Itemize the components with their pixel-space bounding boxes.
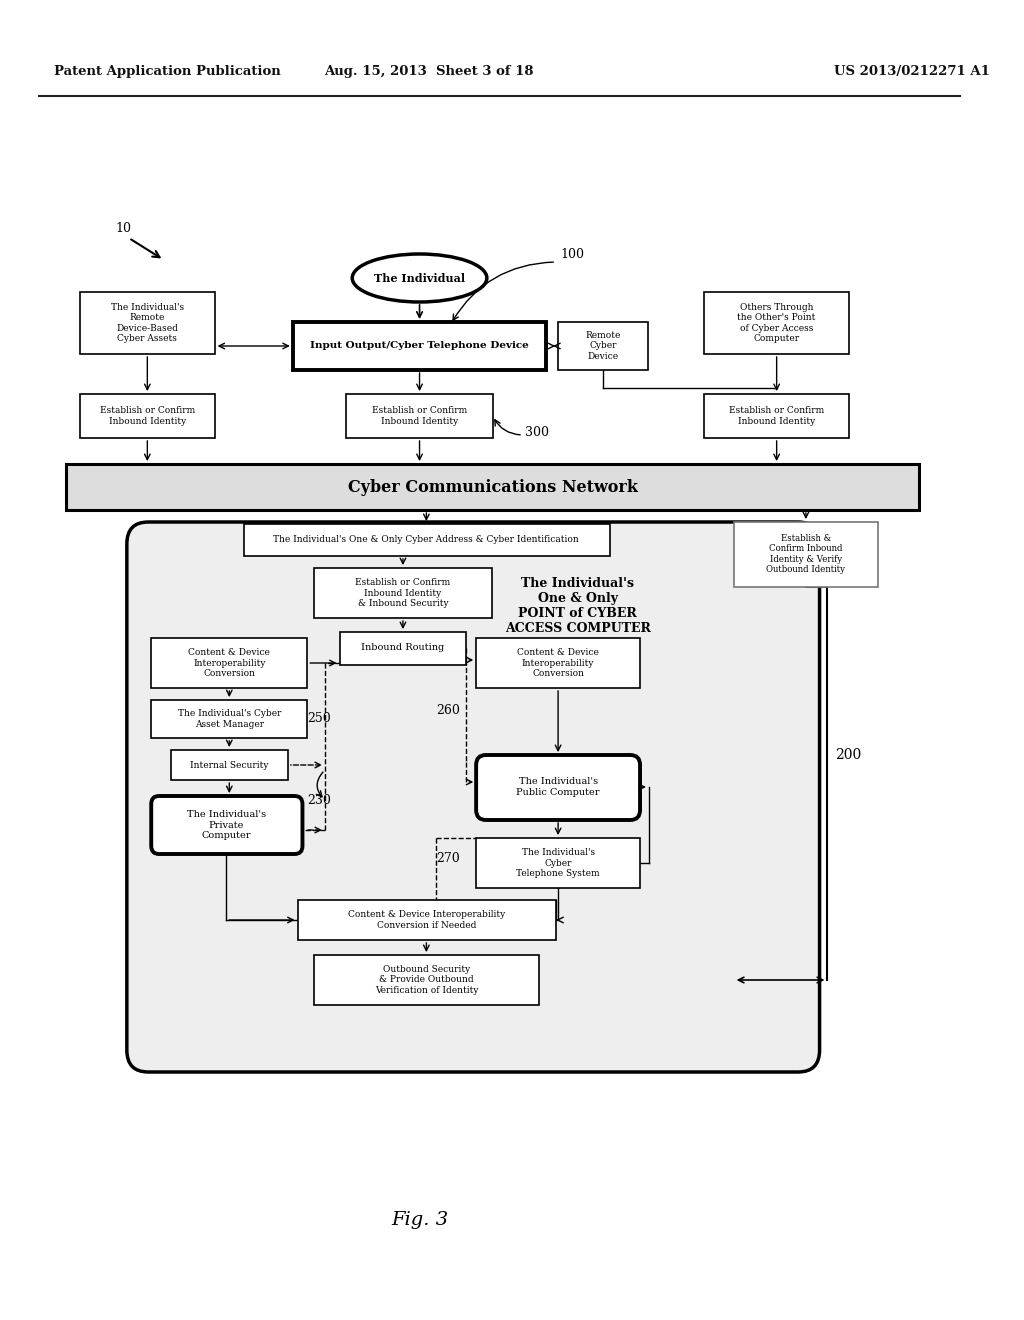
Bar bbox=[152, 638, 307, 688]
Text: 230: 230 bbox=[307, 793, 331, 807]
Bar bbox=[298, 900, 556, 940]
Bar bbox=[171, 750, 288, 780]
Text: Content & Device
Interoperability
Conversion: Content & Device Interoperability Conver… bbox=[517, 648, 599, 678]
Text: Input Output/Cyber Telephone Device: Input Output/Cyber Telephone Device bbox=[310, 342, 529, 351]
Text: Establish or Confirm
Inbound Identity: Establish or Confirm Inbound Identity bbox=[729, 407, 824, 425]
Bar bbox=[67, 465, 920, 510]
Text: The Individual's
Public Computer: The Individual's Public Computer bbox=[516, 777, 600, 797]
Text: Establish or Confirm
Inbound Identity
& Inbound Security: Establish or Confirm Inbound Identity & … bbox=[355, 578, 451, 609]
Bar bbox=[314, 954, 539, 1005]
Bar bbox=[80, 393, 215, 438]
Bar bbox=[340, 632, 466, 665]
Text: Cyber Communications Network: Cyber Communications Network bbox=[348, 479, 638, 495]
Text: Content & Device Interoperability
Conversion if Needed: Content & Device Interoperability Conver… bbox=[348, 911, 505, 929]
Text: 300: 300 bbox=[525, 425, 549, 438]
Text: 260: 260 bbox=[436, 704, 460, 717]
Bar bbox=[705, 292, 849, 354]
Text: The Individual's Cyber
Asset Manager: The Individual's Cyber Asset Manager bbox=[177, 709, 281, 729]
Text: Content & Device
Interoperability
Conversion: Content & Device Interoperability Conver… bbox=[188, 648, 270, 678]
Text: Establish &
Confirm Inbound
Identity & Verify
Outbound Identity: Establish & Confirm Inbound Identity & V… bbox=[766, 533, 846, 574]
Text: Internal Security: Internal Security bbox=[190, 760, 268, 770]
Bar bbox=[314, 568, 492, 618]
Text: 200: 200 bbox=[836, 748, 861, 762]
FancyBboxPatch shape bbox=[476, 755, 640, 820]
Bar bbox=[558, 322, 648, 370]
Text: The Individual's
Private
Computer: The Individual's Private Computer bbox=[186, 810, 266, 840]
Bar bbox=[293, 322, 547, 370]
Text: 10: 10 bbox=[115, 222, 131, 235]
Bar bbox=[476, 838, 640, 888]
Bar bbox=[152, 700, 307, 738]
Text: Others Through
the Other's Point
of Cyber Access
Computer: Others Through the Other's Point of Cybe… bbox=[737, 302, 816, 343]
Text: Establish or Confirm
Inbound Identity: Establish or Confirm Inbound Identity bbox=[372, 407, 467, 425]
Text: 250: 250 bbox=[307, 711, 331, 725]
Text: The Individual's
One & Only
POINT of CYBER
ACCESS COMPUTER: The Individual's One & Only POINT of CYB… bbox=[505, 577, 650, 635]
Text: 270: 270 bbox=[436, 851, 460, 865]
Text: The Individual's
Remote
Device-Based
Cyber Assets: The Individual's Remote Device-Based Cyb… bbox=[111, 302, 184, 343]
FancyBboxPatch shape bbox=[152, 796, 302, 854]
Text: The Individual's
Cyber
Telephone System: The Individual's Cyber Telephone System bbox=[516, 849, 600, 878]
Text: The Individual: The Individual bbox=[374, 272, 465, 284]
Bar bbox=[476, 638, 640, 688]
Text: Fig. 3: Fig. 3 bbox=[391, 1210, 449, 1229]
Text: Inbound Routing: Inbound Routing bbox=[361, 644, 444, 652]
Bar bbox=[80, 292, 215, 354]
Bar bbox=[705, 393, 849, 438]
Text: Remote
Cyber
Device: Remote Cyber Device bbox=[586, 331, 621, 360]
Text: Aug. 15, 2013  Sheet 3 of 18: Aug. 15, 2013 Sheet 3 of 18 bbox=[325, 66, 535, 78]
FancyBboxPatch shape bbox=[127, 521, 819, 1072]
Ellipse shape bbox=[352, 253, 486, 302]
Text: Outbound Security
& Provide Outbound
Verification of Identity: Outbound Security & Provide Outbound Ver… bbox=[375, 965, 478, 995]
Bar bbox=[244, 524, 610, 556]
Text: 100: 100 bbox=[560, 248, 584, 260]
Text: Establish or Confirm
Inbound Identity: Establish or Confirm Inbound Identity bbox=[99, 407, 195, 425]
Text: The Individual's One & Only Cyber Address & Cyber Identification: The Individual's One & Only Cyber Addres… bbox=[273, 536, 580, 544]
Bar bbox=[734, 521, 879, 587]
Bar bbox=[346, 393, 493, 438]
Text: US 2013/0212271 A1: US 2013/0212271 A1 bbox=[835, 66, 990, 78]
Text: Patent Application Publication: Patent Application Publication bbox=[53, 66, 281, 78]
